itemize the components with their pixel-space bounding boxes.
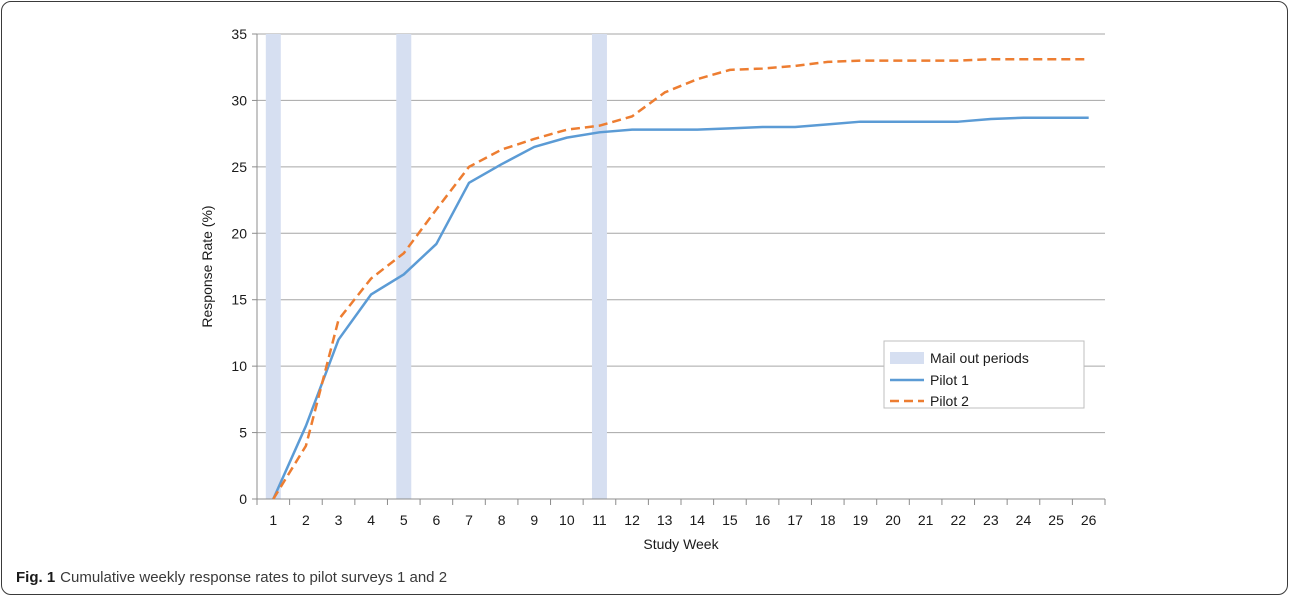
x-tick-label: 1 <box>269 512 277 528</box>
series-lines <box>272 57 1089 500</box>
y-tick-label: 20 <box>231 225 247 241</box>
x-tick-label: 7 <box>465 512 473 528</box>
y-tick-label: 25 <box>231 159 247 175</box>
x-tick-label: 6 <box>432 512 440 528</box>
x-tick-label: 22 <box>950 512 966 528</box>
figure-caption: Fig. 1 Cumulative weekly response rates t… <box>16 569 447 586</box>
mail-out-bands <box>265 34 607 499</box>
y-tick-label: 30 <box>231 92 247 108</box>
x-tick-label: 4 <box>367 512 375 528</box>
x-tick-label: 23 <box>983 512 999 528</box>
x-tick-label: 24 <box>1016 512 1032 528</box>
x-tick-label: 21 <box>918 512 934 528</box>
x-tick-label: 10 <box>559 512 575 528</box>
y-axis-title: Response Rate (%) <box>199 205 215 327</box>
x-tick-label: 15 <box>722 512 738 528</box>
x-axis-title: Study Week <box>643 536 719 552</box>
x-tick-label: 9 <box>530 512 538 528</box>
series-line-2 <box>272 57 1089 500</box>
x-tick-label: 26 <box>1081 512 1097 528</box>
mail-out-band-week-1 <box>265 34 281 499</box>
legend-label-pilot-2: Pilot 2 <box>930 393 969 409</box>
series-line-1 <box>272 116 1089 500</box>
x-tick-label: 18 <box>820 512 836 528</box>
legend-swatch-mail-out <box>890 352 924 364</box>
x-tick-label: 19 <box>853 512 869 528</box>
x-tick-label: 17 <box>787 512 803 528</box>
x-tick-label: 11 <box>592 512 607 528</box>
x-tick-label: 8 <box>498 512 506 528</box>
x-tick-label: 13 <box>657 512 673 528</box>
x-tick-label: 2 <box>302 512 310 528</box>
x-tick-label: 25 <box>1048 512 1064 528</box>
legend-label-pilot-1: Pilot 1 <box>930 372 969 388</box>
legend: Mail out periods Pilot 1 Pilot 2 <box>883 340 1085 409</box>
figure-caption-label: Fig. 1 <box>16 569 56 586</box>
y-tick-label: 15 <box>231 292 247 308</box>
y-tick-label: 35 <box>231 26 247 42</box>
x-tick-label: 12 <box>624 512 640 528</box>
x-tick-label: 16 <box>755 512 771 528</box>
x-tick-label: 3 <box>335 512 343 528</box>
y-tick-label: 5 <box>239 425 247 441</box>
legend-label-mail-out: Mail out periods <box>930 350 1029 366</box>
mail-out-band-week-5 <box>396 34 412 499</box>
x-tick-label: 14 <box>690 512 706 528</box>
y-tick-label: 10 <box>231 358 247 374</box>
y-tick-label: 0 <box>239 491 247 507</box>
figure-caption-text: Cumulative weekly response rates to pilo… <box>60 569 448 586</box>
mail-out-band-week-11 <box>591 34 607 499</box>
x-tick-label: 20 <box>885 512 901 528</box>
x-tick-label: 5 <box>400 512 408 528</box>
